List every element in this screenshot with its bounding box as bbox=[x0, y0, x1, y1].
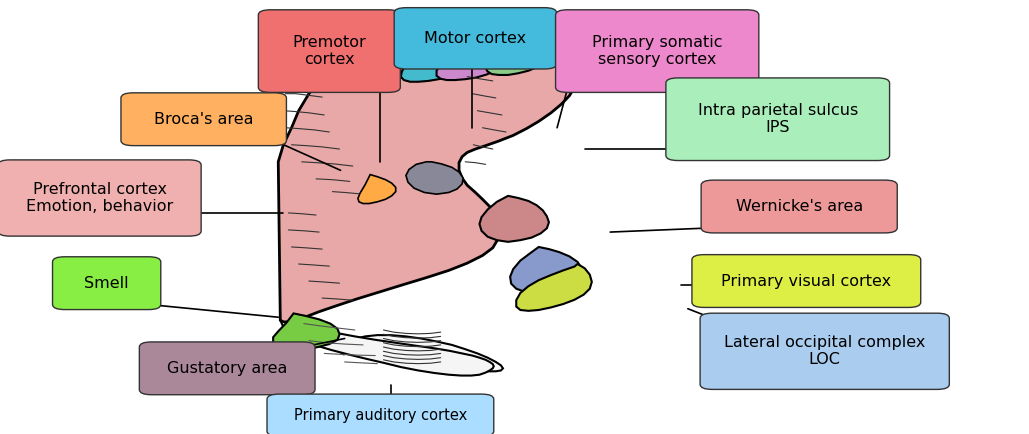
Text: Motor cortex: Motor cortex bbox=[424, 31, 527, 46]
PathPatch shape bbox=[358, 174, 396, 204]
PathPatch shape bbox=[341, 335, 503, 372]
PathPatch shape bbox=[436, 38, 510, 80]
FancyBboxPatch shape bbox=[52, 257, 161, 309]
Text: Primary somatic
sensory cortex: Primary somatic sensory cortex bbox=[592, 35, 722, 67]
FancyBboxPatch shape bbox=[666, 78, 890, 161]
FancyBboxPatch shape bbox=[394, 8, 557, 69]
PathPatch shape bbox=[405, 162, 463, 194]
PathPatch shape bbox=[273, 313, 340, 349]
FancyBboxPatch shape bbox=[139, 342, 315, 395]
Text: Smell: Smell bbox=[84, 276, 129, 291]
PathPatch shape bbox=[401, 36, 473, 82]
Text: Intra parietal sulcus
IPS: Intra parietal sulcus IPS bbox=[698, 103, 858, 135]
FancyBboxPatch shape bbox=[258, 10, 400, 92]
PathPatch shape bbox=[486, 46, 545, 75]
FancyBboxPatch shape bbox=[0, 160, 201, 236]
PathPatch shape bbox=[355, 37, 445, 84]
PathPatch shape bbox=[280, 320, 494, 375]
Text: Gustatory area: Gustatory area bbox=[167, 361, 287, 376]
FancyBboxPatch shape bbox=[700, 313, 950, 389]
Text: Wernicke's area: Wernicke's area bbox=[736, 199, 862, 214]
Text: Primary auditory cortex: Primary auditory cortex bbox=[293, 408, 467, 423]
PathPatch shape bbox=[480, 196, 548, 242]
PathPatch shape bbox=[517, 264, 592, 311]
Text: Lateral occipital complex
LOC: Lateral occipital complex LOC bbox=[724, 335, 925, 368]
Text: Primary visual cortex: Primary visual cortex bbox=[721, 273, 891, 289]
FancyBboxPatch shape bbox=[691, 255, 921, 307]
PathPatch shape bbox=[510, 247, 581, 293]
FancyBboxPatch shape bbox=[121, 93, 286, 146]
Text: Prefrontal cortex
Emotion, behavior: Prefrontal cortex Emotion, behavior bbox=[26, 182, 173, 214]
FancyBboxPatch shape bbox=[267, 394, 494, 434]
FancyBboxPatch shape bbox=[701, 180, 897, 233]
Text: Premotor
cortex: Premotor cortex bbox=[292, 35, 366, 67]
PathPatch shape bbox=[278, 35, 577, 322]
FancyBboxPatch shape bbox=[556, 10, 758, 92]
Text: Broca's area: Broca's area bbox=[154, 112, 253, 127]
